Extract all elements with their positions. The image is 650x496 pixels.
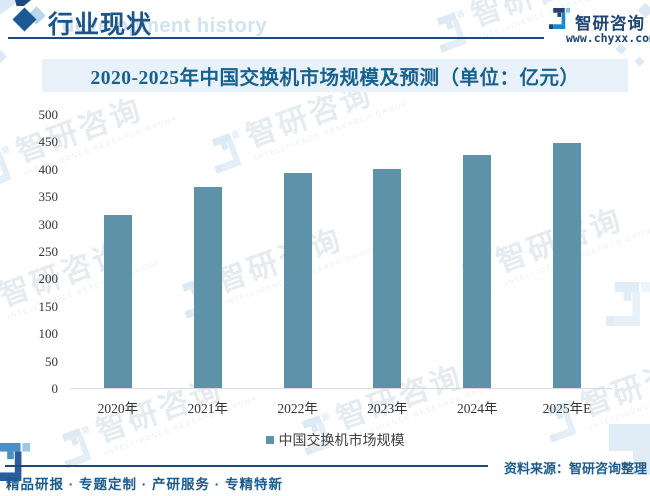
x-tick-label: 2021年 — [187, 401, 228, 416]
y-tick-label: 50 — [45, 353, 58, 369]
legend-marker-icon — [265, 436, 274, 444]
y-tick-label: 100 — [38, 326, 59, 342]
y-tick-label: 300 — [38, 216, 59, 232]
bar — [193, 186, 222, 389]
y-tick-label: 450 — [38, 134, 59, 150]
y-tick-label: 250 — [38, 244, 59, 259]
corner-logo-glyph-decoration — [585, 424, 650, 496]
bar — [373, 168, 402, 389]
plot-area — [73, 115, 612, 389]
y-tick-label: 200 — [38, 271, 59, 287]
x-tick-label: 2022年 — [277, 401, 318, 416]
x-tick-label: 2024年 — [456, 401, 498, 416]
legend-label: 中国交换机市场规模 — [278, 434, 405, 449]
header-divider — [8, 37, 544, 39]
corner-triangle-decoration — [15, 0, 31, 6]
y-tick-label: 350 — [38, 189, 59, 205]
diamond-decoration — [615, 43, 627, 55]
y-tick-label: 500 — [38, 107, 59, 122]
footer-divider — [5, 465, 488, 467]
diamond-decoration — [0, 50, 7, 63]
diamond-decoration — [634, 56, 645, 67]
x-tick-label: 2020年 — [97, 401, 139, 416]
brand-logo-icon — [549, 8, 570, 34]
x-tick-label: 2025年E — [542, 401, 592, 416]
y-tick-label: 400 — [38, 161, 59, 177]
bar — [463, 155, 492, 389]
x-axis-labels: 2020年 2021年 2022年 2023年 2024年 2025年E — [73, 397, 612, 417]
chart-title: 2020-2025年中国交换机市场规模及预测（单位：亿元） — [90, 68, 580, 89]
brand-name: 智研咨询 — [575, 15, 645, 33]
bar — [103, 215, 132, 389]
y-axis: 0 50 100 150 200 250 300 350 400 450 500 — [0, 107, 59, 396]
x-tick-label: 2023年 — [367, 401, 408, 416]
x-axis-line — [70, 388, 612, 389]
brand-website: www.chyxx.com — [566, 31, 650, 45]
y-tick-label: 150 — [38, 298, 59, 314]
corner-logo-glyph-decoration — [606, 282, 650, 331]
chart-legend: 中国交换机市场规模 — [42, 430, 628, 450]
y-tick-label: 0 — [51, 381, 59, 396]
chart-title-band: 2020-2025年中国交换机市场规模及预测（单位：亿元） — [42, 59, 628, 92]
section-title: 行业现状 — [48, 12, 153, 39]
bar — [553, 142, 582, 389]
header-background-watermark: development history — [62, 15, 268, 37]
corner-logo-glyph-decoration — [0, 443, 30, 486]
footer-tagline: 精品研报 · 专题定制 · 产研服务 · 专精特新 — [6, 477, 283, 492]
data-source: 资料来源：智研咨询整理 — [503, 461, 647, 476]
bar — [283, 172, 312, 389]
